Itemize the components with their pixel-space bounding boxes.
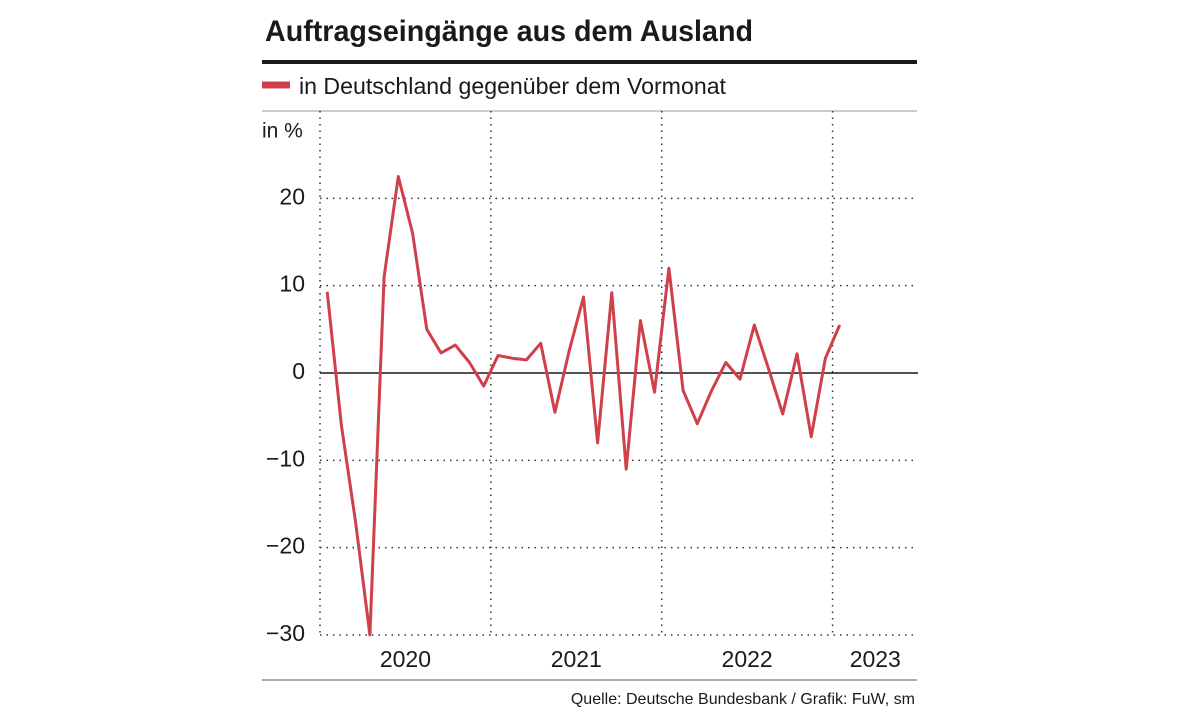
data-line — [325, 175, 842, 637]
x-tick-label: 2022 — [722, 646, 773, 672]
y-tick-label: −30 — [266, 620, 305, 646]
source: Quelle: Deutsche Bundesbank / Grafik: Fu… — [571, 691, 915, 708]
y-axis-label: in % — [262, 120, 303, 143]
y-tick-label: 20 — [279, 183, 305, 209]
x-tick-label: 2023 — [850, 646, 901, 672]
y-tick-label: 0 — [292, 358, 305, 384]
y-tick-label: −20 — [266, 533, 305, 559]
legend-label: in Deutschland gegenüber dem Vormonat — [299, 73, 727, 99]
y-tick-label: −10 — [266, 445, 305, 471]
x-tick-label: 2021 — [551, 646, 602, 672]
chart-title: Auftragseingänge aus dem Ausland — [265, 15, 753, 48]
x-tick-label: 2020 — [380, 646, 431, 672]
y-tick-label: 10 — [279, 271, 305, 297]
